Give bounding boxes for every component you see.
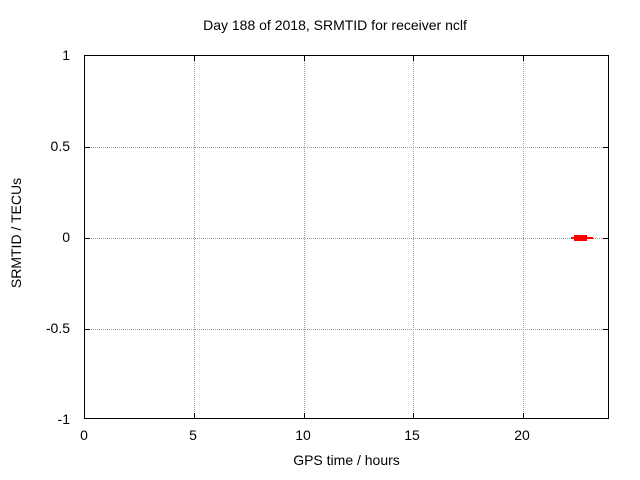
x-tick-top	[194, 56, 195, 61]
x-tick-label: 20	[514, 427, 530, 443]
x-tick-top	[413, 56, 414, 61]
data-marker-box	[574, 235, 587, 241]
y-tick-label: -0.5	[45, 320, 70, 336]
x-axis-label: GPS time / hours	[293, 452, 400, 468]
h-gridline	[85, 329, 608, 330]
x-tick-bottom	[194, 413, 195, 418]
x-tick-label: 10	[295, 427, 311, 443]
h-gridline	[85, 147, 608, 148]
x-tick-bottom	[523, 413, 524, 418]
y-tick-left	[85, 147, 90, 148]
y-tick-right	[603, 238, 608, 239]
y-tick-left	[85, 238, 90, 239]
y-tick-left	[85, 329, 90, 330]
x-tick-label: 15	[404, 427, 420, 443]
y-tick-right	[603, 329, 608, 330]
plot-area	[84, 55, 609, 419]
y-tick-right	[603, 147, 608, 148]
y-tick-label: 0	[62, 229, 70, 245]
y-tick-label: 0.5	[50, 138, 70, 154]
x-tick-bottom	[413, 413, 414, 418]
x-tick-bottom	[304, 413, 305, 418]
y-tick-label: 1	[62, 47, 70, 63]
h-gridline	[85, 238, 608, 239]
x-tick-top	[523, 56, 524, 61]
x-tick-label: 5	[189, 427, 197, 443]
v-gridline	[194, 56, 195, 418]
chart-title: Day 188 of 2018, SRMTID for receiver ncl…	[203, 17, 467, 33]
v-gridline	[523, 56, 524, 418]
v-gridline	[413, 56, 414, 418]
y-tick-label: -1	[57, 411, 70, 427]
v-gridline	[304, 56, 305, 418]
x-tick-top	[304, 56, 305, 61]
x-tick-label: 0	[80, 427, 88, 443]
